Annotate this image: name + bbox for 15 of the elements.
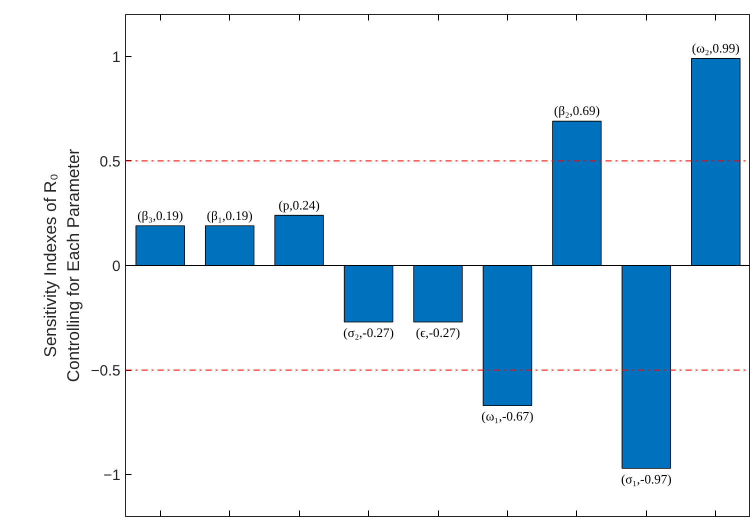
y-tick-label: −0.5 <box>90 362 121 380</box>
y-tick-label: 0 <box>112 258 120 275</box>
y-axis-title: Sensitivity Indexes of R₀ Controlling for Each Parameter <box>41 148 83 382</box>
data-label: (β₁,0.19) <box>206 208 253 223</box>
y-tick-label: 1 <box>112 48 120 66</box>
data-label: (σ₁,-0.97) <box>621 471 672 486</box>
data-label: (β₂,0.69) <box>554 103 600 118</box>
data-label: (β₃,0.19) <box>137 208 184 223</box>
data-label: (σ₂,-0.27) <box>343 324 394 340</box>
data-label: (ω₂,0.99) <box>692 40 740 56</box>
data-label: (p,0.24) <box>278 197 320 212</box>
y-tick-label: −1 <box>103 467 121 484</box>
data-label: (ϵ,-0.27) <box>416 324 460 340</box>
data-label: (ω₁,-0.67) <box>481 408 534 424</box>
y-tick-label: 0.5 <box>100 153 121 170</box>
